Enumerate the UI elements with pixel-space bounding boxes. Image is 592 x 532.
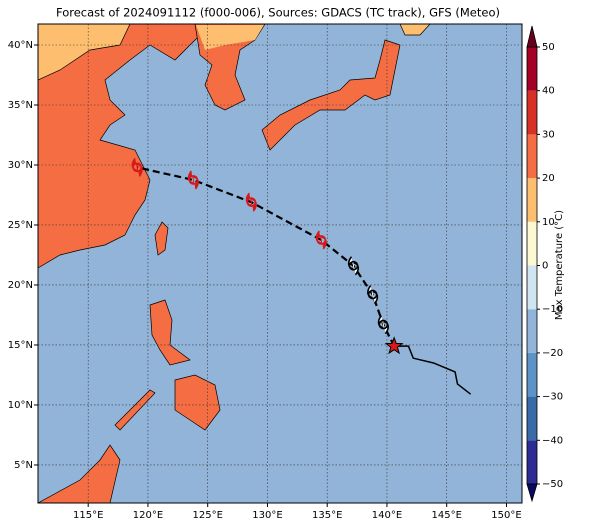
colorbar-tick-label: −10 xyxy=(542,304,563,315)
storm-symbol xyxy=(377,315,389,335)
y-tick-label: 15°N xyxy=(8,340,33,351)
x-tick-label: 120°E xyxy=(133,510,163,521)
colorbar-band xyxy=(527,396,537,441)
storm-symbol xyxy=(315,230,327,250)
colorbar-tick-label: 30 xyxy=(542,129,555,140)
map-frame xyxy=(37,23,523,504)
colorbar-band xyxy=(527,178,537,222)
colorbar-tick-label: −30 xyxy=(542,392,563,403)
colorbar-band xyxy=(527,47,537,91)
x-tick-label: 145°E xyxy=(432,510,462,521)
y-tick-label: 30°N xyxy=(8,160,33,171)
colorbar-label: Max Temperature (°C) xyxy=(554,210,565,320)
land xyxy=(38,24,431,503)
y-tick-label: 5°N xyxy=(14,460,33,471)
colorbar-over xyxy=(526,25,538,48)
colorbar-tick-label: −20 xyxy=(542,348,563,359)
colorbar-tick-label: 10 xyxy=(542,217,555,228)
colorbar-tick-label: 50 xyxy=(542,42,555,53)
colorbar-under xyxy=(526,483,538,503)
colorbar-band xyxy=(527,90,537,135)
x-tick-label: 130°E xyxy=(252,510,282,521)
colorbar-tick-label: −40 xyxy=(542,435,563,446)
y-tick-label: 10°N xyxy=(8,400,33,411)
colorbar-band xyxy=(527,352,537,397)
colorbar-tick-label: 40 xyxy=(542,86,555,97)
colorbar-band xyxy=(527,134,537,179)
colorbar-tick-label: −50 xyxy=(542,479,563,490)
chart-title: Forecast of 2024091112 (f000-006), Sourc… xyxy=(56,6,500,20)
x-tick-label: 150°E xyxy=(491,510,521,521)
y-tick-label: 25°N xyxy=(8,220,33,231)
x-tick-label: 125°E xyxy=(192,510,222,521)
ocean xyxy=(38,24,522,503)
y-tick-label: 35°N xyxy=(8,100,33,111)
colorbar-band xyxy=(527,440,537,484)
forecast-line xyxy=(136,166,396,347)
storm-symbol xyxy=(131,157,143,177)
storm-symbol xyxy=(367,285,379,305)
x-tick-label: 115°E xyxy=(73,510,103,521)
storm-symbol xyxy=(245,192,257,212)
storm-symbol xyxy=(187,170,199,190)
current-position xyxy=(384,336,404,355)
colorbar-band xyxy=(527,221,537,266)
colorbar-band xyxy=(527,309,537,353)
x-tick-label: 135°E xyxy=(312,510,342,521)
x-tick-label: 140°E xyxy=(372,510,402,521)
track-line xyxy=(394,345,472,395)
storm-symbol xyxy=(347,256,360,276)
colorbar-tick-label: 0 xyxy=(542,261,548,272)
y-tick-label: 40°N xyxy=(8,40,33,51)
colorbar-band xyxy=(527,265,537,310)
y-tick-label: 20°N xyxy=(8,280,33,291)
colorbar-tick-label: 20 xyxy=(542,173,555,184)
